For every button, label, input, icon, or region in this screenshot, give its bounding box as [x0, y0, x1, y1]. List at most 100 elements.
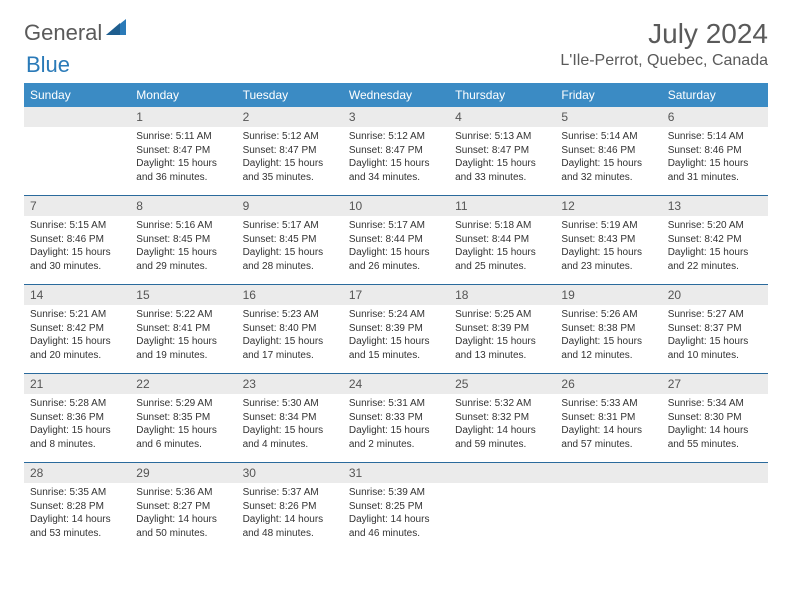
day-label: Sunday [24, 83, 130, 107]
day-details: Sunrise: 5:15 AMSunset: 8:46 PMDaylight:… [24, 216, 130, 279]
sunset-text: Sunset: 8:47 PM [349, 144, 443, 158]
day-details: Sunrise: 5:17 AMSunset: 8:44 PMDaylight:… [343, 216, 449, 279]
sunrise-text: Sunrise: 5:25 AM [455, 308, 549, 322]
sunrise-text: Sunrise: 5:32 AM [455, 397, 549, 411]
logo-text-blue: Blue [26, 52, 70, 77]
daylight-text: Daylight: 15 hours and 35 minutes. [243, 157, 337, 184]
day-details: Sunrise: 5:33 AMSunset: 8:31 PMDaylight:… [555, 394, 661, 457]
daylight-text: Daylight: 15 hours and 34 minutes. [349, 157, 443, 184]
daylight-text: Daylight: 15 hours and 10 minutes. [668, 335, 762, 362]
day-number: 1 [130, 107, 236, 127]
sunset-text: Sunset: 8:47 PM [455, 144, 549, 158]
day-details: Sunrise: 5:18 AMSunset: 8:44 PMDaylight:… [449, 216, 555, 279]
day-number [449, 463, 555, 483]
day-number: 6 [662, 107, 768, 127]
calendar-cell: 28Sunrise: 5:35 AMSunset: 8:28 PMDayligh… [24, 463, 130, 551]
sunrise-text: Sunrise: 5:27 AM [668, 308, 762, 322]
day-details: Sunrise: 5:39 AMSunset: 8:25 PMDaylight:… [343, 483, 449, 546]
sunset-text: Sunset: 8:46 PM [561, 144, 655, 158]
daylight-text: Daylight: 15 hours and 4 minutes. [243, 424, 337, 451]
sunrise-text: Sunrise: 5:29 AM [136, 397, 230, 411]
sunrise-text: Sunrise: 5:16 AM [136, 219, 230, 233]
sunset-text: Sunset: 8:27 PM [136, 500, 230, 514]
day-details: Sunrise: 5:21 AMSunset: 8:42 PMDaylight:… [24, 305, 130, 368]
sunset-text: Sunset: 8:44 PM [455, 233, 549, 247]
day-number: 12 [555, 196, 661, 216]
sunrise-text: Sunrise: 5:39 AM [349, 486, 443, 500]
daylight-text: Daylight: 14 hours and 48 minutes. [243, 513, 337, 540]
day-details: Sunrise: 5:31 AMSunset: 8:33 PMDaylight:… [343, 394, 449, 457]
calendar-cell: 24Sunrise: 5:31 AMSunset: 8:33 PMDayligh… [343, 374, 449, 462]
daylight-text: Daylight: 15 hours and 36 minutes. [136, 157, 230, 184]
calendar-cell: 19Sunrise: 5:26 AMSunset: 8:38 PMDayligh… [555, 285, 661, 373]
sunrise-text: Sunrise: 5:17 AM [349, 219, 443, 233]
calendar-cell: 30Sunrise: 5:37 AMSunset: 8:26 PMDayligh… [237, 463, 343, 551]
sunset-text: Sunset: 8:47 PM [243, 144, 337, 158]
day-number: 14 [24, 285, 130, 305]
month-title: July 2024 [560, 18, 768, 50]
sunset-text: Sunset: 8:47 PM [136, 144, 230, 158]
sunset-text: Sunset: 8:36 PM [30, 411, 124, 425]
sunset-text: Sunset: 8:41 PM [136, 322, 230, 336]
day-number [662, 463, 768, 483]
day-details: Sunrise: 5:14 AMSunset: 8:46 PMDaylight:… [555, 127, 661, 190]
daylight-text: Daylight: 15 hours and 20 minutes. [30, 335, 124, 362]
sunset-text: Sunset: 8:44 PM [349, 233, 443, 247]
sunset-text: Sunset: 8:39 PM [455, 322, 549, 336]
day-number: 20 [662, 285, 768, 305]
calendar-cell: 12Sunrise: 5:19 AMSunset: 8:43 PMDayligh… [555, 196, 661, 284]
sunrise-text: Sunrise: 5:11 AM [136, 130, 230, 144]
calendar-cell: 7Sunrise: 5:15 AMSunset: 8:46 PMDaylight… [24, 196, 130, 284]
sunrise-text: Sunrise: 5:19 AM [561, 219, 655, 233]
day-number [555, 463, 661, 483]
day-number: 31 [343, 463, 449, 483]
day-number: 10 [343, 196, 449, 216]
calendar-week: 14Sunrise: 5:21 AMSunset: 8:42 PMDayligh… [24, 284, 768, 373]
daylight-text: Daylight: 15 hours and 23 minutes. [561, 246, 655, 273]
title-block: July 2024 L'Ile-Perrot, Quebec, Canada [560, 18, 768, 70]
calendar-cell: 13Sunrise: 5:20 AMSunset: 8:42 PMDayligh… [662, 196, 768, 284]
sunrise-text: Sunrise: 5:22 AM [136, 308, 230, 322]
daylight-text: Daylight: 15 hours and 25 minutes. [455, 246, 549, 273]
sunset-text: Sunset: 8:30 PM [668, 411, 762, 425]
day-details: Sunrise: 5:27 AMSunset: 8:37 PMDaylight:… [662, 305, 768, 368]
day-details: Sunrise: 5:26 AMSunset: 8:38 PMDaylight:… [555, 305, 661, 368]
sunrise-text: Sunrise: 5:36 AM [136, 486, 230, 500]
day-number: 29 [130, 463, 236, 483]
day-details: Sunrise: 5:28 AMSunset: 8:36 PMDaylight:… [24, 394, 130, 457]
calendar-cell: 3Sunrise: 5:12 AMSunset: 8:47 PMDaylight… [343, 107, 449, 195]
daylight-text: Daylight: 14 hours and 57 minutes. [561, 424, 655, 451]
day-details: Sunrise: 5:30 AMSunset: 8:34 PMDaylight:… [237, 394, 343, 457]
calendar-cell: 17Sunrise: 5:24 AMSunset: 8:39 PMDayligh… [343, 285, 449, 373]
day-details: Sunrise: 5:14 AMSunset: 8:46 PMDaylight:… [662, 127, 768, 190]
day-number: 25 [449, 374, 555, 394]
day-details: Sunrise: 5:20 AMSunset: 8:42 PMDaylight:… [662, 216, 768, 279]
daylight-text: Daylight: 15 hours and 8 minutes. [30, 424, 124, 451]
calendar-cell: 21Sunrise: 5:28 AMSunset: 8:36 PMDayligh… [24, 374, 130, 462]
sunset-text: Sunset: 8:25 PM [349, 500, 443, 514]
day-details: Sunrise: 5:23 AMSunset: 8:40 PMDaylight:… [237, 305, 343, 368]
daylight-text: Daylight: 15 hours and 29 minutes. [136, 246, 230, 273]
sunset-text: Sunset: 8:46 PM [30, 233, 124, 247]
sunset-text: Sunset: 8:26 PM [243, 500, 337, 514]
day-details: Sunrise: 5:37 AMSunset: 8:26 PMDaylight:… [237, 483, 343, 546]
day-details: Sunrise: 5:22 AMSunset: 8:41 PMDaylight:… [130, 305, 236, 368]
calendar-cell: 5Sunrise: 5:14 AMSunset: 8:46 PMDaylight… [555, 107, 661, 195]
sunset-text: Sunset: 8:40 PM [243, 322, 337, 336]
calendar-cell: 10Sunrise: 5:17 AMSunset: 8:44 PMDayligh… [343, 196, 449, 284]
calendar-header-row: Sunday Monday Tuesday Wednesday Thursday… [24, 83, 768, 107]
day-number: 7 [24, 196, 130, 216]
sunset-text: Sunset: 8:33 PM [349, 411, 443, 425]
daylight-text: Daylight: 14 hours and 50 minutes. [136, 513, 230, 540]
day-label: Monday [130, 83, 236, 107]
calendar-cell: 26Sunrise: 5:33 AMSunset: 8:31 PMDayligh… [555, 374, 661, 462]
daylight-text: Daylight: 14 hours and 46 minutes. [349, 513, 443, 540]
sunset-text: Sunset: 8:45 PM [243, 233, 337, 247]
day-details: Sunrise: 5:25 AMSunset: 8:39 PMDaylight:… [449, 305, 555, 368]
calendar-cell: 6Sunrise: 5:14 AMSunset: 8:46 PMDaylight… [662, 107, 768, 195]
day-number: 13 [662, 196, 768, 216]
day-label: Thursday [449, 83, 555, 107]
calendar-week: 1Sunrise: 5:11 AMSunset: 8:47 PMDaylight… [24, 107, 768, 195]
location: L'Ile-Perrot, Quebec, Canada [560, 52, 768, 70]
day-number: 23 [237, 374, 343, 394]
